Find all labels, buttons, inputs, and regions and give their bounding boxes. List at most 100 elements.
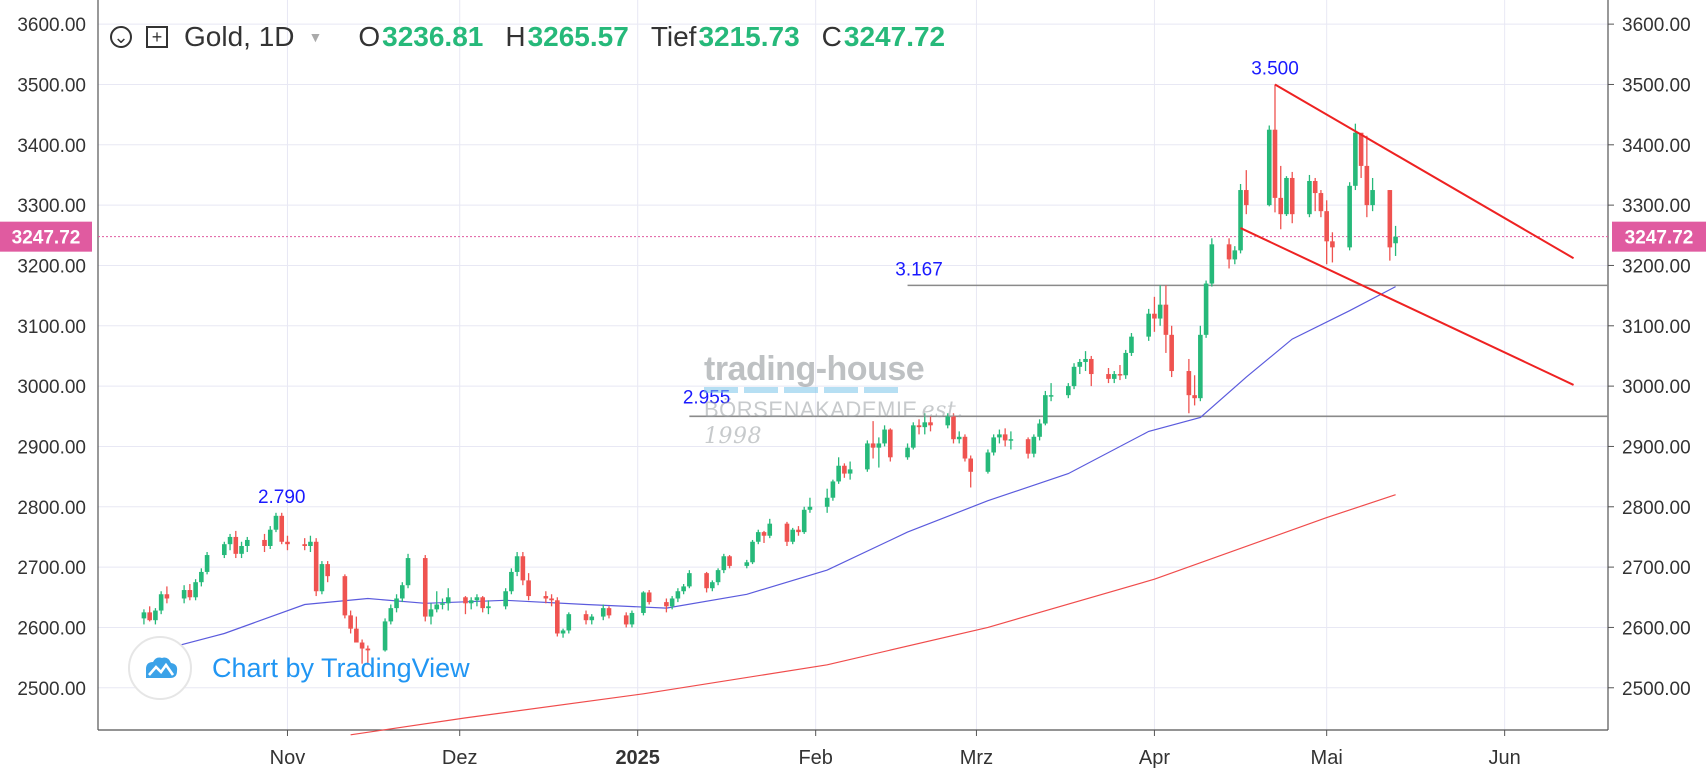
candle	[1353, 123, 1358, 191]
candle-body	[1152, 313, 1157, 319]
candle	[727, 555, 732, 569]
y-tick-label-right: 2500.00	[1622, 679, 1691, 700]
candle	[434, 591, 440, 613]
candle	[1123, 349, 1129, 379]
close-value: 3247.72	[843, 21, 946, 52]
candle-body	[520, 556, 526, 581]
symbol-name[interactable]: Gold, 1D	[184, 21, 295, 52]
tradingview-text[interactable]: Chart by TradingView	[212, 652, 470, 683]
candle-body	[1330, 241, 1335, 248]
candle-body	[646, 592, 652, 603]
candle	[354, 616, 359, 643]
candle	[1358, 132, 1364, 178]
x-tick-label: Feb	[798, 747, 832, 769]
candle-body	[1312, 180, 1318, 194]
candle-body	[796, 529, 801, 533]
candle	[784, 521, 790, 546]
candle	[239, 541, 244, 559]
candle	[1393, 225, 1398, 256]
candle	[342, 574, 348, 619]
candle-body	[847, 469, 853, 474]
candle	[807, 497, 813, 513]
candle	[474, 594, 480, 607]
candle-body	[1123, 352, 1129, 376]
candle	[1209, 238, 1215, 287]
candle-body	[342, 576, 348, 616]
candle	[1037, 419, 1042, 441]
candle	[675, 588, 681, 603]
candle	[761, 530, 767, 543]
candle-body	[1031, 436, 1037, 454]
candle	[520, 552, 526, 586]
candle-body	[302, 544, 307, 546]
candle-body	[399, 585, 405, 599]
candle	[1347, 182, 1352, 251]
collapse-icon[interactable]: ⌄	[110, 26, 132, 48]
candle	[262, 533, 267, 553]
candle	[1192, 375, 1197, 406]
candle	[790, 527, 796, 545]
candle	[1111, 371, 1117, 384]
candle	[359, 639, 365, 664]
candle-body	[704, 573, 709, 589]
candle	[1312, 177, 1318, 212]
candle-body	[227, 536, 233, 545]
candle-body	[1106, 374, 1111, 379]
candle	[222, 541, 227, 559]
candle	[1203, 280, 1209, 338]
x-tick-label: Apr	[1139, 747, 1170, 769]
tradingview-badge[interactable]: Chart by TradingView	[128, 636, 470, 700]
candle-body	[1318, 193, 1324, 212]
candle	[319, 561, 325, 595]
candle	[153, 608, 158, 625]
y-tick-label-right: 3000.00	[1622, 377, 1691, 398]
candle-body	[181, 590, 187, 599]
candle-body	[1307, 180, 1312, 215]
candle-body	[991, 437, 996, 453]
x-tick-label: 2025	[615, 747, 660, 769]
candle	[445, 588, 451, 611]
candle-body	[710, 582, 715, 589]
price-annotation: 2.790	[258, 487, 306, 508]
candle-body	[1370, 190, 1375, 206]
candle-body	[1025, 439, 1031, 454]
candle-body	[566, 614, 572, 631]
candle	[1163, 285, 1169, 353]
candle	[1330, 232, 1335, 263]
y-tick-label-left: 3400.00	[17, 136, 86, 157]
candle	[147, 606, 152, 622]
y-tick-label-left: 2600.00	[17, 618, 86, 639]
candle	[744, 559, 750, 569]
candle-body	[1146, 313, 1151, 337]
candle-body	[824, 497, 830, 507]
x-tick-label: Nov	[270, 747, 306, 769]
open-label: O	[358, 21, 381, 52]
candle-body	[354, 628, 359, 643]
compare-add-icon[interactable]: +	[146, 26, 168, 48]
candle-body	[790, 529, 796, 542]
candle-body	[199, 571, 204, 583]
price-annotation: 3.167	[895, 259, 943, 280]
candle	[1129, 333, 1134, 356]
candle-body	[1278, 197, 1284, 215]
candle-body	[141, 612, 147, 619]
candle	[968, 455, 973, 488]
candle-body	[279, 515, 285, 542]
candle-body	[916, 425, 922, 428]
candle	[623, 612, 629, 628]
candle-body	[1358, 132, 1364, 166]
candle	[193, 579, 198, 601]
y-tick-label-right: 2600.00	[1622, 618, 1691, 639]
candle-body	[750, 541, 755, 563]
chevron-down-icon[interactable]: ▼	[308, 29, 323, 45]
candle	[555, 597, 560, 637]
candle-body	[1088, 358, 1094, 375]
candle-body	[560, 630, 566, 634]
last-price-tag-left	[0, 221, 92, 252]
candle-body	[468, 600, 474, 604]
candle-body	[1393, 236, 1398, 244]
candle	[480, 596, 485, 613]
candle-body	[842, 465, 847, 474]
